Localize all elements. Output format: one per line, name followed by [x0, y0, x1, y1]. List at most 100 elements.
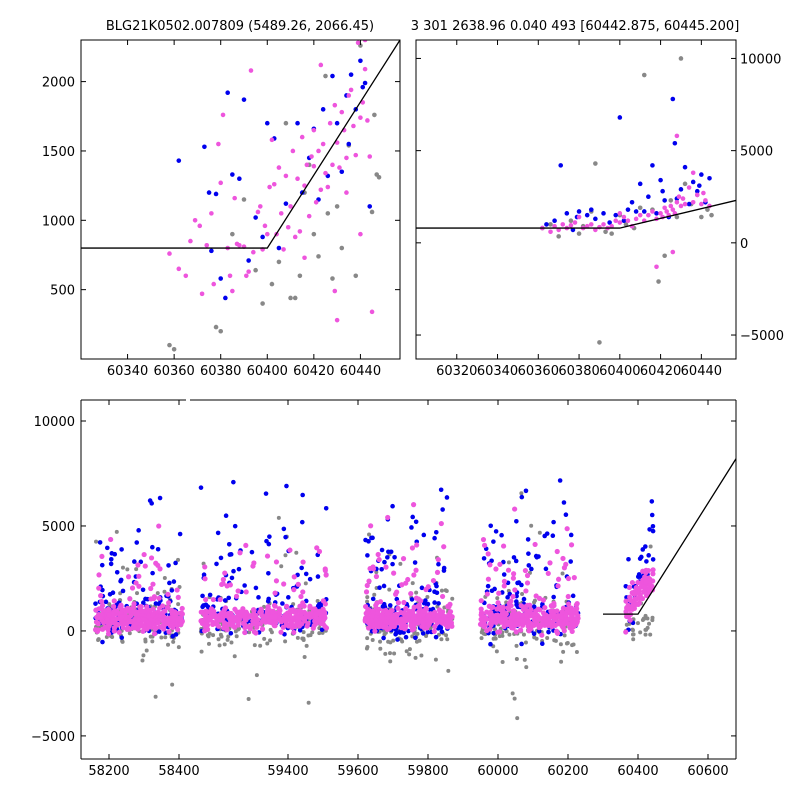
pink-point — [320, 598, 326, 604]
pink-point — [391, 570, 397, 576]
pink-point — [640, 568, 646, 574]
pink-point — [420, 608, 426, 614]
gray-point — [392, 651, 397, 656]
pink-point — [167, 251, 172, 256]
blue-point — [242, 583, 247, 588]
gray-point — [506, 560, 511, 565]
blue-point — [650, 528, 656, 534]
gray-point — [668, 198, 674, 203]
pink-point — [232, 195, 237, 201]
pink-point — [227, 582, 233, 588]
blue-point — [531, 631, 537, 637]
gray-point — [374, 570, 379, 575]
pink-point — [668, 203, 674, 209]
blue-point — [241, 97, 247, 102]
blue-point — [568, 559, 573, 564]
pink-point — [551, 612, 557, 618]
pink-point — [166, 629, 172, 635]
pink-point — [369, 618, 375, 624]
pink-point — [626, 584, 633, 591]
pink-point — [358, 115, 363, 120]
pink-point — [297, 608, 304, 614]
gray-point — [125, 567, 130, 572]
gray-point — [623, 222, 629, 227]
pink-point — [299, 134, 305, 140]
blue-point — [492, 586, 497, 592]
pink-point — [105, 631, 112, 637]
pink-point — [556, 227, 561, 233]
pink-point — [539, 632, 545, 638]
blue-point — [231, 568, 236, 574]
blue-point — [637, 181, 643, 187]
pink-point — [565, 575, 572, 582]
pink-point — [93, 619, 100, 625]
panel-top-right-title: 3 301 2638.96 0.040 493 [60442.875, 6044… — [411, 19, 740, 34]
pink-point — [126, 619, 132, 625]
pink-point — [318, 62, 324, 68]
blue-point — [147, 498, 153, 503]
blue-point — [177, 531, 183, 537]
blue-point — [223, 513, 229, 519]
blue-point — [697, 183, 702, 188]
pink-point — [150, 581, 156, 587]
blue-point — [551, 519, 556, 525]
pink-point — [304, 162, 310, 168]
pink-point — [170, 610, 176, 617]
pink-point — [555, 583, 561, 589]
blue-point — [136, 528, 141, 533]
pink-point — [701, 190, 706, 196]
blue-point — [267, 534, 272, 539]
pink-point — [332, 288, 338, 294]
pink-point — [431, 628, 437, 635]
pink-point — [414, 542, 420, 548]
blue-point — [629, 199, 635, 205]
pink-point — [703, 198, 708, 203]
pink-point — [144, 604, 150, 610]
pink-point — [138, 603, 144, 610]
blue-point — [425, 629, 431, 635]
blue-point — [320, 107, 326, 112]
pink-point — [323, 170, 328, 176]
pink-point — [222, 606, 228, 612]
blue-point — [295, 120, 300, 126]
pink-point — [498, 615, 504, 621]
pink-point — [374, 600, 380, 606]
blue-point — [419, 585, 425, 591]
gray-point — [410, 581, 415, 586]
gray-point — [656, 279, 661, 284]
blue-point — [514, 519, 519, 524]
blue-point — [201, 603, 206, 608]
plot-frame — [415, 39, 737, 360]
pink-point — [682, 201, 688, 207]
pink-point — [650, 567, 656, 573]
gray-point — [387, 587, 392, 592]
gray-point — [311, 231, 317, 237]
blue-point — [511, 555, 517, 560]
pink-point — [674, 199, 680, 205]
gray-point — [558, 642, 563, 647]
blue-point — [379, 547, 385, 553]
blue-point — [613, 212, 619, 218]
pink-point — [642, 579, 649, 585]
gray-point — [232, 654, 237, 659]
gray-point — [439, 588, 444, 593]
pink-point — [240, 620, 246, 626]
gray-point — [325, 211, 331, 216]
pink-point — [362, 40, 368, 43]
pink-point — [527, 609, 533, 615]
pink-point — [609, 223, 614, 229]
blue-point — [601, 211, 606, 216]
blue-point — [103, 599, 109, 605]
pink-point — [513, 629, 519, 635]
pink-point — [662, 205, 667, 211]
gray-point — [162, 589, 167, 594]
pink-point — [160, 618, 166, 624]
gray-point — [562, 633, 567, 638]
pink-point — [621, 214, 627, 220]
blue-point — [513, 558, 519, 564]
blue-point — [536, 554, 541, 559]
gray-point — [545, 636, 550, 641]
pink-point — [242, 625, 248, 631]
pink-point — [111, 628, 117, 634]
blue-point — [433, 530, 439, 535]
